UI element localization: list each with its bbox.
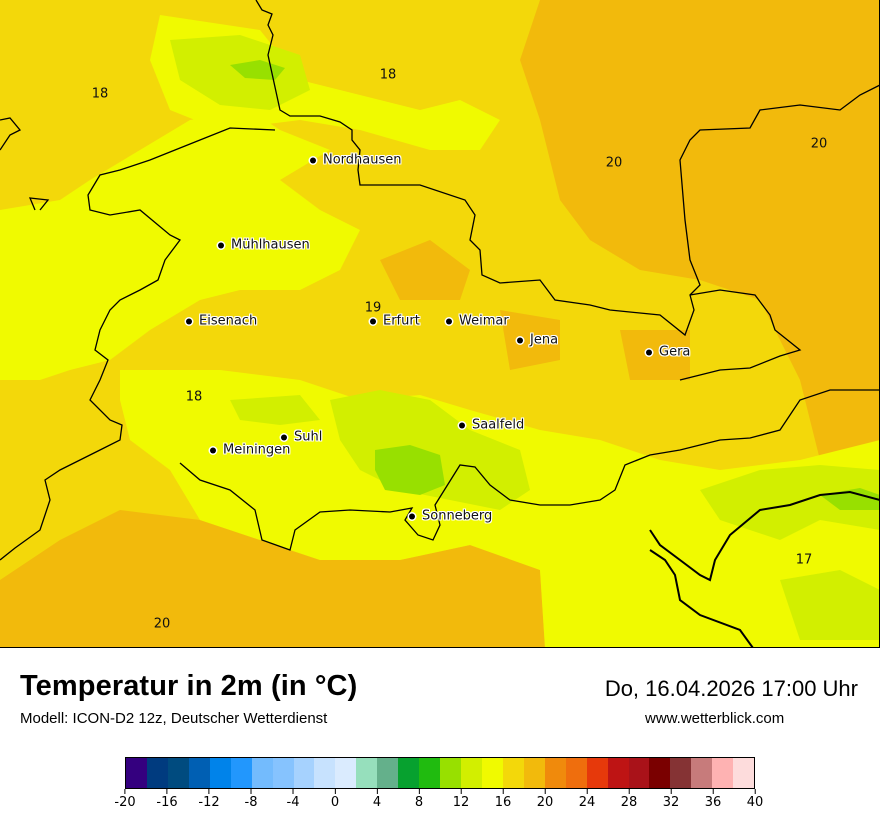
- color-legend-segment: [251, 758, 273, 788]
- color-legend-segment: [712, 758, 734, 788]
- temperature-map: 18 18 20 20 19 18 17 20 Nordhausen Mühlh…: [0, 0, 880, 648]
- city-marker-gera: Gera: [646, 345, 690, 360]
- city-dot-icon: [210, 447, 216, 453]
- temperature-value-label: 20: [605, 155, 623, 171]
- city-marker-meiningen: Meiningen: [210, 443, 290, 458]
- city-marker-saalfeld: Saalfeld: [459, 418, 524, 433]
- city-dot-icon: [186, 318, 192, 324]
- color-legend-segment: [398, 758, 420, 788]
- color-legend-segment: [146, 758, 168, 788]
- city-dot-icon: [517, 337, 523, 343]
- color-legend-segment: [691, 758, 713, 788]
- city-dot-icon: [310, 157, 316, 163]
- city-dot-icon: [459, 422, 465, 428]
- color-legend-segment: [523, 758, 545, 788]
- color-legend-tick-label: 8: [415, 789, 423, 810]
- color-legend-tick-label: 36: [705, 789, 722, 810]
- color-legend-ticks: -20 -16 -12 -8 -4 0 4 8 12 16 20 24 28 32 36 40: [114, 789, 763, 810]
- temperature-value-label: 20: [810, 136, 828, 152]
- color-legend-segment: [649, 758, 671, 788]
- city-marker-weimar: Weimar: [446, 314, 509, 329]
- color-legend-segment: [461, 758, 482, 788]
- color-legend-segment: [356, 758, 378, 788]
- color-legend-segment: [167, 758, 189, 788]
- color-legend-segment: [419, 758, 441, 788]
- color-legend-segment: [377, 758, 399, 788]
- color-legend-tick-label: 12: [453, 789, 470, 810]
- color-legend-segment: [209, 758, 231, 788]
- color-legend-segment: [607, 758, 629, 788]
- color-legend-tick-label: 32: [663, 789, 680, 810]
- temperature-value-label: 20: [153, 616, 171, 632]
- city-label: Suhl: [294, 429, 323, 445]
- color-legend-segment: [628, 758, 650, 788]
- color-legend-segment: [126, 758, 147, 788]
- color-legend-segment: [272, 758, 294, 788]
- city-label: Gera: [659, 344, 691, 360]
- color-legend-tick-label: 20: [537, 789, 554, 810]
- city-label: Meiningen: [223, 442, 291, 458]
- color-legend-tick-label: 24: [579, 789, 596, 810]
- color-legend-segment: [544, 758, 566, 788]
- city-dot-icon: [646, 349, 652, 355]
- color-legend-segment: [502, 758, 524, 788]
- model-subtitle: Modell: ICON-D2 12z, Deutscher Wetterdie…: [20, 710, 328, 727]
- temperature-value-label: 18: [91, 86, 109, 102]
- color-legend-segment: [335, 758, 357, 788]
- color-legend-tick-label: -16: [156, 789, 177, 810]
- color-legend-tick-label: 16: [495, 789, 512, 810]
- city-dot-icon: [409, 513, 415, 519]
- color-legend-tick-label: 4: [373, 789, 381, 810]
- city-label: Eisenach: [199, 313, 258, 329]
- city-dot-icon: [281, 434, 287, 440]
- color-legend-tick-label: -8: [245, 789, 258, 810]
- city-label: Saalfeld: [472, 417, 525, 433]
- color-legend-tick-label: 40: [747, 789, 764, 810]
- city-label: Mühlhausen: [231, 237, 310, 253]
- city-label: Weimar: [459, 313, 509, 329]
- color-legend-segment: [733, 758, 755, 788]
- color-legend-segment: [230, 758, 252, 788]
- city-marker-eisenach: Eisenach: [186, 314, 257, 329]
- map-title: Temperatur in 2m (in °C): [20, 670, 358, 702]
- color-legend-tick-label: 28: [621, 789, 638, 810]
- color-legend-tick-label: 0: [331, 789, 339, 810]
- temperature-value-label: 19: [364, 300, 382, 316]
- city-label: Jena: [530, 332, 559, 348]
- city-marker-suhl: Suhl: [281, 430, 322, 445]
- city-dot-icon: [446, 318, 452, 324]
- city-label: Sonneberg: [422, 508, 493, 524]
- color-legend-segment: [440, 758, 461, 788]
- city-marker-sonneberg: Sonneberg: [409, 509, 492, 524]
- color-legend-segment: [481, 758, 503, 788]
- temperature-value-label: 17: [795, 552, 813, 568]
- city-marker-muehlhausen: Mühlhausen: [218, 238, 310, 253]
- temperature-value-label: 18: [185, 389, 203, 405]
- website-link[interactable]: www.wetterblick.com: [645, 710, 785, 727]
- temperature-field: [0, 0, 880, 648]
- map-footer: Temperatur in 2m (in °C) Modell: ICON-D2…: [0, 648, 880, 830]
- city-marker-jena: Jena: [517, 333, 558, 348]
- city-marker-nordhausen: Nordhausen: [310, 153, 402, 168]
- color-legend-tick-label: -20: [114, 789, 135, 810]
- color-legend-segment: [293, 758, 315, 788]
- temperature-value-label: 18: [379, 67, 397, 83]
- color-legend-tick-label: -12: [198, 789, 219, 810]
- forecast-datetime: Do, 16.04.2026 17:00 Uhr: [604, 676, 858, 701]
- color-legend-segment: [314, 758, 336, 788]
- color-legend-segment: [188, 758, 210, 788]
- city-dot-icon: [370, 318, 376, 324]
- city-label: Nordhausen: [323, 152, 402, 168]
- color-legend-tick-label: -4: [287, 789, 300, 810]
- color-legend-bar: [125, 757, 755, 789]
- city-label: Erfurt: [383, 313, 420, 329]
- color-legend-segment: [586, 758, 608, 788]
- city-marker-erfurt: Erfurt: [370, 314, 420, 329]
- color-legend-segment: [670, 758, 692, 788]
- color-legend-segment: [565, 758, 587, 788]
- city-dot-icon: [218, 242, 224, 248]
